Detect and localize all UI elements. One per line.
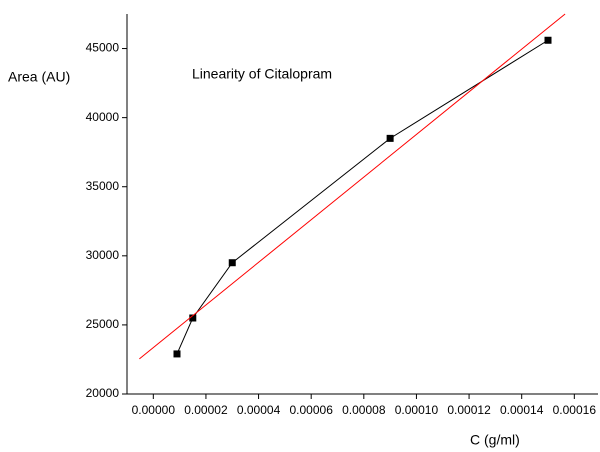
series-line	[139, 13, 566, 360]
chart-title: Linearity of Citalopram	[192, 66, 332, 82]
x-tick-label: 0.00016	[553, 403, 597, 417]
x-tick-label: 0.00000	[132, 403, 176, 417]
data-point	[228, 259, 236, 267]
y-tick-label: 20000	[86, 386, 120, 400]
y-tick-label: 30000	[86, 248, 120, 262]
y-tick-label: 25000	[86, 317, 120, 331]
data-point	[189, 314, 197, 322]
y-tick-label: 40000	[86, 110, 120, 124]
series-line	[176, 39, 549, 355]
data-point	[386, 134, 394, 142]
y-axis-label: Area (AU)	[8, 69, 70, 85]
data-point	[173, 350, 181, 358]
x-tick-label: 0.00008	[342, 403, 386, 417]
x-tick-label: 0.00006	[289, 403, 333, 417]
y-tick-label: 45000	[86, 41, 120, 55]
x-tick-label: 0.00012	[447, 403, 491, 417]
data-point	[544, 36, 552, 44]
x-tick-label: 0.00002	[184, 403, 228, 417]
x-tick-label: 0.00004	[237, 403, 281, 417]
x-axis-label: C (g/ml)	[470, 432, 520, 448]
x-tick-label: 0.00010	[395, 403, 439, 417]
y-tick-label: 35000	[86, 179, 120, 193]
x-tick-label: 0.00014	[500, 403, 544, 417]
